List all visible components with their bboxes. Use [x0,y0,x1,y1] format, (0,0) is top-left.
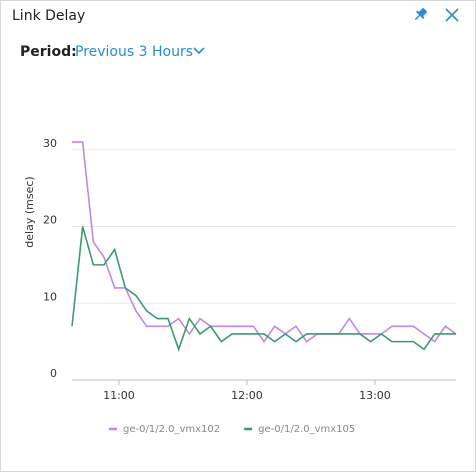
y-tick-label: 30 [43,137,57,150]
x-tick-label: 13:00 [359,389,391,402]
legend-label: ge-0/1/2.0_vmx105 [258,424,355,435]
series-line [72,141,457,344]
y-tick-label: 0 [50,367,57,380]
y-axis-label: delay (msec) [23,176,36,247]
legend-label: ge-0/1/2.0_vmx102 [123,424,220,435]
x-tick-label: 12:00 [231,389,263,402]
y-tick-label: 20 [43,214,57,227]
pin-icon[interactable] [412,6,429,23]
y-tick-label: 10 [43,290,57,303]
period-label: Period: [20,44,77,60]
series-line [71,226,456,352]
close-icon[interactable] [445,8,459,22]
chevron-icon[interactable] [193,47,205,55]
x-tick-label: 11:00 [103,389,135,402]
period-select[interactable]: Previous 3 Hours [75,44,193,60]
widget-title: Link Delay [12,8,85,24]
